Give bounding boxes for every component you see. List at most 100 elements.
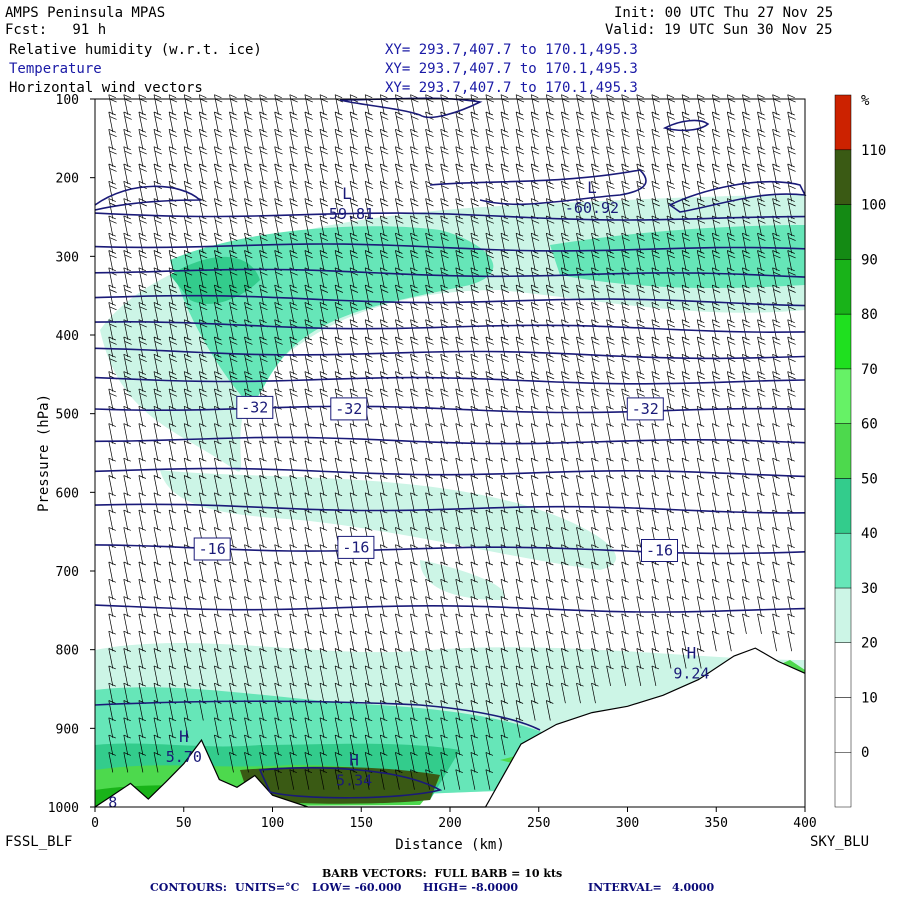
wind-barb-feather [289, 198, 297, 202]
wind-barb-feather [592, 98, 600, 103]
wind-barb [425, 665, 430, 686]
wind-barb [696, 146, 702, 167]
wind-barb-feather [727, 94, 735, 99]
wind-barb [349, 613, 355, 634]
wind-barb [772, 233, 777, 254]
x-tick-label: 100 [261, 816, 284, 831]
colorbar-segment [834, 149, 852, 205]
wind-barb-feather [259, 336, 267, 341]
wind-barb-feather [349, 284, 358, 289]
wind-barb-feather [697, 168, 706, 172]
wind-barb [138, 267, 144, 288]
wind-barb [364, 354, 370, 375]
wind-barb [440, 302, 446, 323]
wind-barb [500, 181, 506, 202]
wind-barb [500, 579, 506, 600]
wind-barb-feather [531, 475, 539, 479]
wind-barb [636, 181, 642, 202]
wind-barb-feather [138, 198, 147, 202]
wind-barb-feather [697, 544, 705, 549]
wind-barb-feather [199, 250, 207, 254]
wind-barb-feather [320, 271, 329, 276]
wind-barb-feather [200, 185, 208, 190]
wind-barb [440, 475, 446, 496]
wind-barb-feather [651, 284, 660, 289]
wind-barb-feather [244, 613, 252, 618]
wind-barb-feather [621, 128, 629, 133]
wind-barb-feather [365, 341, 374, 345]
wind-barb [470, 440, 476, 461]
wind-barb [334, 215, 340, 236]
wind-barb-feather [289, 215, 297, 220]
wind-barb-feather [153, 630, 162, 635]
wind-barb-feather [108, 284, 116, 289]
wind-barb-feather [728, 341, 736, 345]
wind-barb-feather [230, 358, 238, 363]
wind-barb [304, 250, 310, 271]
wind-barb-feather [712, 336, 720, 341]
wind-barb [334, 510, 340, 531]
wind-barb-feather [622, 341, 630, 345]
wind-barb-feather [743, 289, 751, 293]
wind-barb-feather [681, 613, 690, 618]
wind-barb [153, 475, 159, 496]
wind-barb [410, 579, 415, 600]
wind-barb-feather [168, 475, 177, 479]
wind-barb-feather [229, 492, 237, 497]
wind-barb-feather [199, 630, 207, 635]
wind-barb-feather [652, 358, 660, 363]
wind-barb-feather [591, 423, 599, 427]
wind-barb-feather [304, 457, 313, 462]
wind-barb-feather [757, 319, 765, 324]
wind-barb [485, 406, 491, 427]
wind-barb [198, 561, 204, 583]
wind-barb [364, 665, 370, 686]
wind-barb-feather [561, 630, 569, 635]
wind-barb [757, 492, 762, 513]
wind-barb-feather [592, 219, 600, 224]
wind-barb-feather [637, 185, 645, 190]
wind-barb [183, 354, 189, 375]
wind-barb-feather [259, 648, 267, 652]
wind-barb-feather [531, 180, 539, 185]
wind-barb [334, 198, 340, 219]
wind-barb [711, 371, 717, 392]
wind-barb [636, 561, 642, 583]
wind-barb-feather [335, 116, 344, 120]
wind-barb-feather [606, 561, 614, 566]
wind-barb [742, 163, 747, 185]
wind-barb [485, 146, 491, 167]
wind-barb [681, 648, 687, 669]
wind-barb-feather [229, 682, 237, 687]
wind-barb-feather [470, 405, 479, 410]
wind-barb [153, 354, 159, 375]
wind-barb-feather [787, 457, 795, 462]
wind-barb-feather [666, 457, 675, 462]
wind-barb-feather [562, 150, 570, 155]
wind-barb [168, 388, 174, 409]
wind-barb-feather [621, 665, 629, 670]
wind-barb [591, 146, 596, 167]
wind-barb [138, 215, 144, 236]
wind-barb-feather [773, 306, 781, 311]
wind-barb [244, 665, 249, 686]
wind-barb [606, 665, 611, 686]
wind-barb [576, 475, 581, 496]
wind-barb-feather [682, 323, 691, 328]
wind-barb-feather [500, 734, 509, 739]
wind-barb [591, 613, 596, 634]
wind-barb [455, 233, 461, 254]
wind-barb [757, 215, 762, 236]
wind-barb-feather [485, 752, 494, 756]
wind-barb-feather [215, 168, 223, 172]
wind-barb-feather [501, 358, 510, 363]
wind-barb-feather [531, 267, 539, 272]
wind-barb-feather [320, 150, 329, 155]
wind-barb-feather [396, 392, 404, 397]
wind-barb-feather [169, 150, 178, 155]
wind-barb-feather [108, 146, 116, 151]
wind-barb-feather [470, 371, 479, 375]
wind-barb-feather [153, 665, 162, 670]
wind-barb-feather [154, 219, 163, 224]
wind-barb [576, 648, 581, 669]
